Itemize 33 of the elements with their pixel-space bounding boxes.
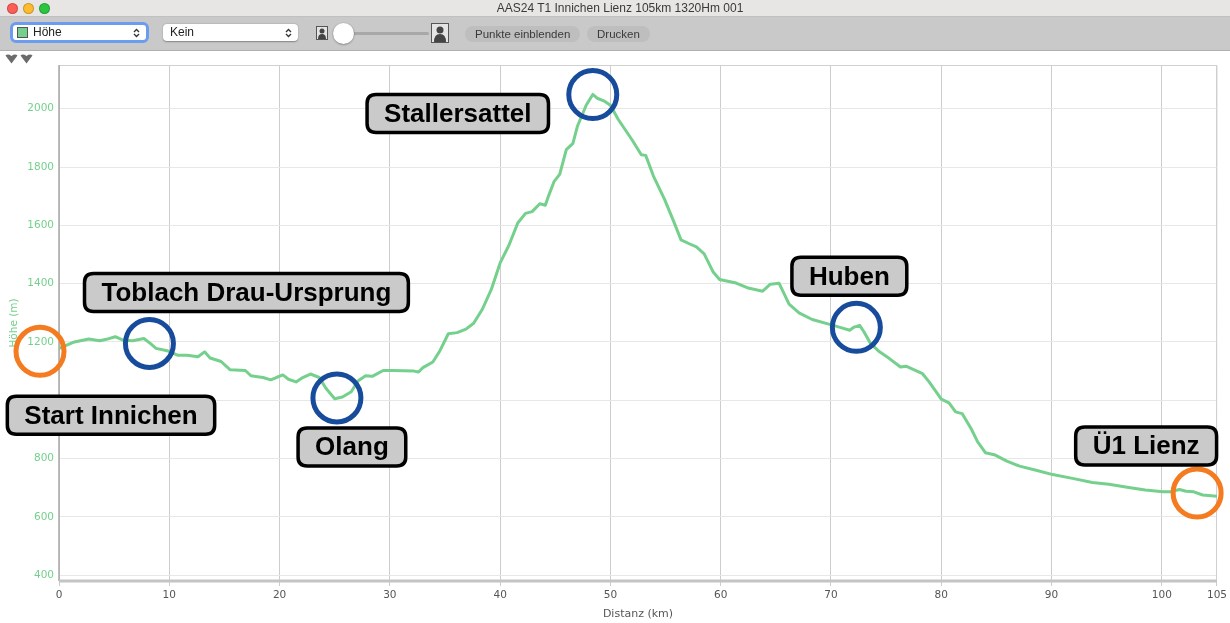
y-tick-label: 400: [33, 567, 54, 580]
x-tick-label: 50: [603, 588, 618, 601]
x-tick-label: 30: [383, 588, 397, 601]
x-tick-label: 40: [493, 588, 507, 601]
annotation: Start Innichen: [24, 399, 198, 430]
y-tick-label: 800: [33, 451, 54, 464]
x-tick-label: 0: [55, 588, 63, 601]
x-tick-label: 80: [934, 588, 948, 601]
dropdown: Höhe: [10, 22, 149, 43]
annotation: Toblach Drau-Ursprung: [101, 276, 392, 307]
x-axis-title: Distanz (km): [602, 607, 674, 621]
button: Punkte einblenden: [465, 26, 581, 42]
y-tick-label: 1800: [27, 159, 54, 172]
y-tick-label: 1400: [27, 276, 54, 289]
x-tick-label: 10: [162, 588, 176, 601]
y-tick-label: 600: [33, 509, 54, 522]
x-tick-label: 70: [824, 588, 838, 601]
annotation: Olang: [315, 431, 389, 462]
annotation: Huben: [808, 260, 890, 291]
y-tick-label: 1600: [27, 218, 54, 231]
x-tick-label: 105: [1206, 588, 1227, 601]
y-tick-label: 2000: [27, 101, 54, 114]
x-tick-label: 60: [714, 588, 728, 601]
dropdown: Kein: [163, 24, 298, 41]
x-tick-label: 100: [1151, 588, 1172, 601]
x-tick-label: 20: [272, 588, 287, 601]
x-tick-label: 90: [1044, 588, 1059, 601]
chart-title: AAS24 T1 Innichen Lienz 105km 1320Hm 001: [496, 1, 744, 15]
annotation: Ü1 Lienz: [1092, 430, 1200, 461]
y-axis-title: Höhe (m): [7, 298, 20, 348]
y-tick-label: 1200: [27, 334, 54, 347]
annotation: Stallersattel: [384, 97, 532, 128]
button: Drucken: [587, 26, 650, 42]
